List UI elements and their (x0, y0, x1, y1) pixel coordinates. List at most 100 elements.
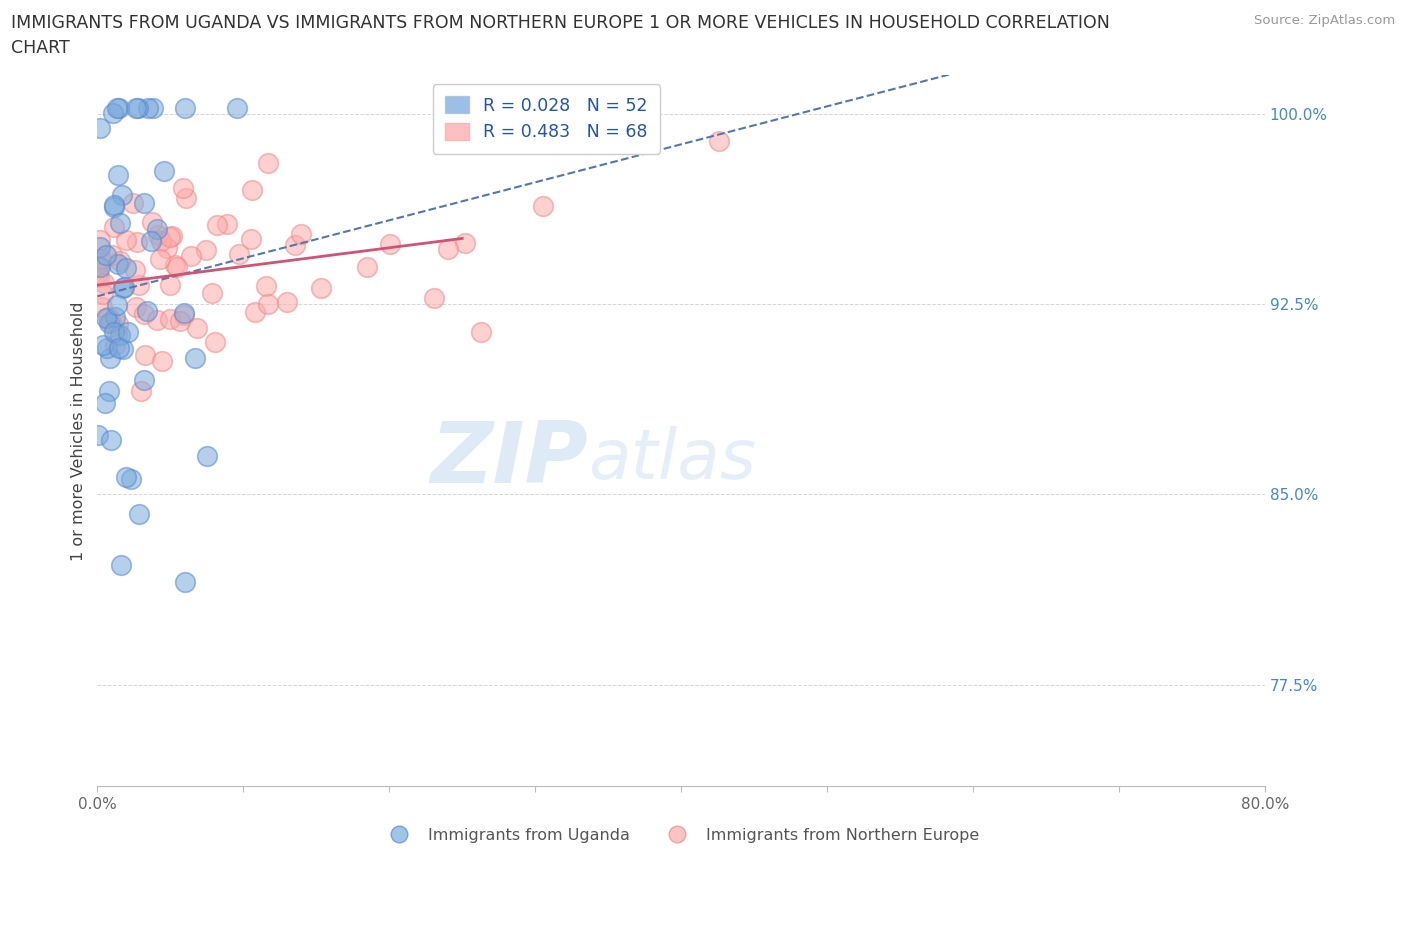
Point (128, 507, 150, 522)
Point (100, 315, 122, 330)
Point (159, 230, 181, 245)
Point (120, 472, 142, 486)
Point (173, 306, 195, 321)
Point (149, 234, 172, 249)
Point (184, 351, 207, 365)
Point (93, 276, 115, 291)
Point (201, 286, 224, 300)
Point (114, 260, 136, 275)
Point (173, 307, 195, 322)
Point (107, 168, 129, 183)
Point (117, 325, 139, 339)
Point (86, 265, 108, 280)
Point (176, 191, 198, 206)
Point (101, 248, 124, 263)
Point (142, 101, 165, 116)
Point (90, 252, 112, 267)
Text: atlas: atlas (588, 426, 755, 493)
Text: IMMIGRANTS FROM UGANDA VS IMMIGRANTS FROM NORTHERN EUROPE 1 OR MORE VEHICLES IN : IMMIGRANTS FROM UGANDA VS IMMIGRANTS FRO… (11, 14, 1111, 32)
Point (111, 188, 134, 203)
Point (107, 257, 129, 272)
Point (97, 310, 120, 325)
Point (195, 243, 218, 258)
Point (97, 315, 120, 330)
Point (103, 325, 125, 339)
Point (709, 133, 731, 148)
Point (108, 101, 131, 116)
Point (91, 286, 114, 301)
Point (110, 558, 132, 573)
Point (356, 259, 378, 274)
Point (96, 340, 118, 355)
Point (103, 197, 125, 212)
Point (135, 303, 157, 318)
Point (89, 259, 111, 274)
Point (380, 236, 402, 251)
Point (159, 312, 181, 326)
Point (309, 281, 332, 296)
Point (103, 200, 125, 215)
Point (290, 227, 312, 242)
Point (124, 263, 146, 278)
Point (110, 327, 132, 342)
Point (89, 121, 111, 136)
Point (423, 291, 446, 306)
Point (112, 280, 135, 295)
Point (89, 232, 111, 247)
Point (104, 310, 127, 325)
Point (148, 228, 170, 243)
Point (240, 182, 263, 197)
Text: ZIP: ZIP (430, 418, 588, 500)
Point (127, 101, 149, 116)
Text: CHART: CHART (11, 39, 70, 57)
Point (100, 432, 122, 447)
Point (108, 253, 131, 268)
Point (90, 255, 112, 270)
Point (98, 383, 121, 398)
Point (103, 105, 125, 120)
Point (145, 221, 167, 236)
Point (91, 338, 114, 352)
Point (129, 384, 152, 399)
Point (111, 281, 134, 296)
Point (163, 258, 186, 272)
Point (150, 354, 173, 369)
Point (141, 214, 163, 229)
Point (125, 299, 148, 314)
Point (256, 296, 278, 311)
Point (169, 313, 191, 328)
Point (132, 307, 155, 322)
Point (276, 295, 298, 310)
Point (174, 575, 197, 590)
Point (156, 240, 179, 255)
Point (98, 351, 121, 365)
Point (108, 215, 131, 230)
Point (87, 269, 110, 284)
Point (93, 395, 115, 410)
Point (107, 316, 129, 331)
Point (103, 219, 125, 234)
Point (437, 242, 460, 257)
Point (128, 278, 150, 293)
Point (531, 198, 554, 213)
Point (243, 305, 266, 320)
Point (149, 252, 172, 267)
Point (122, 196, 145, 211)
Point (146, 312, 169, 327)
Point (94, 311, 117, 325)
Point (160, 229, 183, 244)
Point (105, 101, 128, 116)
Point (217, 217, 239, 232)
Point (225, 101, 247, 116)
Point (204, 335, 226, 350)
Point (90, 299, 112, 314)
Point (186, 321, 208, 336)
Point (125, 101, 148, 116)
Point (105, 298, 128, 312)
Point (152, 163, 174, 178)
Point (240, 232, 263, 246)
Point (127, 234, 149, 249)
Point (173, 101, 195, 116)
Point (134, 348, 156, 363)
Point (87, 428, 110, 443)
